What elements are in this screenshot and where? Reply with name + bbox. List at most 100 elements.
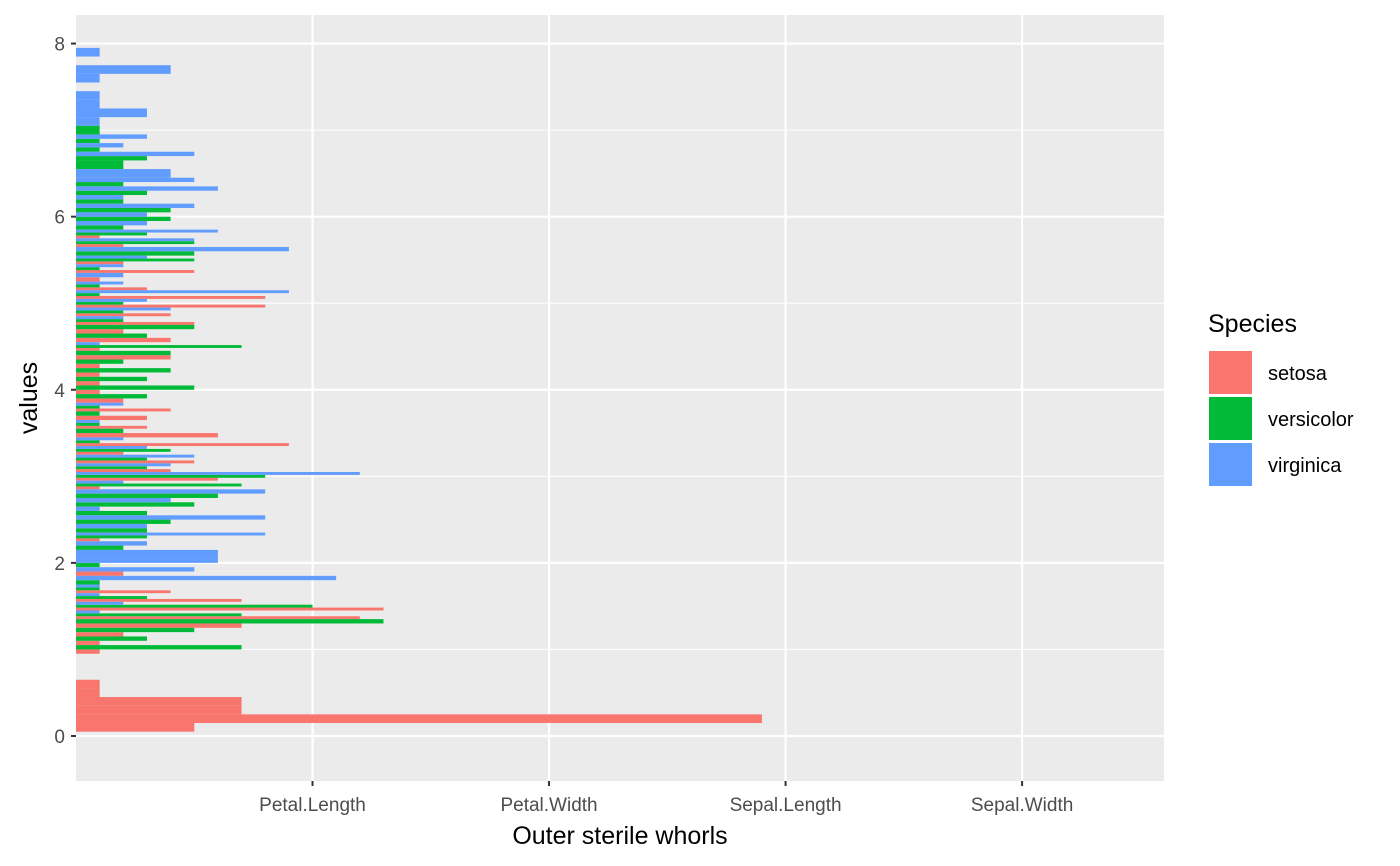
bar-virginica (76, 298, 147, 302)
bar-versicolor (76, 138, 100, 144)
bar-versicolor (76, 483, 242, 487)
y-tick-label: 6 (54, 208, 65, 229)
bar-setosa (76, 640, 100, 646)
bar-versicolor (76, 216, 171, 221)
bar-versicolor (76, 359, 124, 364)
bar-setosa (76, 607, 384, 611)
bar-setosa (76, 705, 242, 715)
bar-versicolor (76, 199, 124, 204)
bar-virginica (76, 601, 124, 605)
bar-virginica (76, 65, 171, 74)
bar-virginica (76, 272, 124, 278)
bar-virginica (76, 307, 171, 311)
bar-versicolor (76, 258, 195, 262)
bar-virginica (76, 610, 100, 614)
y-tick-label: 0 (54, 727, 65, 748)
bar-virginica (76, 281, 124, 285)
bar-virginica (76, 99, 100, 109)
bar-setosa (76, 235, 100, 239)
bar-versicolor (76, 519, 171, 524)
bar-versicolor (76, 350, 171, 356)
bar-virginica (76, 264, 124, 268)
bar-versicolor (76, 428, 124, 434)
bar-versicolor (76, 284, 100, 288)
bar-setosa (76, 598, 242, 602)
bar-versicolor (76, 241, 195, 245)
bar-virginica (76, 290, 289, 294)
bar-setosa (76, 451, 124, 455)
bar-versicolor (76, 619, 384, 624)
bar-setosa (76, 389, 100, 395)
bar-versicolor (76, 510, 147, 516)
bar-setosa (76, 443, 289, 447)
bar-versicolor (76, 190, 147, 196)
bar-versicolor (76, 474, 266, 478)
bar-setosa (76, 649, 100, 654)
bars-layer (76, 47, 762, 732)
bar-virginica (76, 177, 195, 183)
bar-virginica (76, 402, 124, 406)
bar-versicolor (76, 376, 147, 382)
bar-versicolor (76, 160, 124, 170)
bar-versicolor (76, 293, 100, 297)
bar-setosa (76, 329, 124, 334)
bar-versicolor (76, 156, 147, 161)
bar-virginica (76, 437, 124, 441)
bar-setosa (76, 261, 124, 265)
x-axis: Petal.Length Petal.Width Sepal.Length Sepal… (259, 781, 1073, 816)
bar-setosa (76, 460, 195, 464)
bar-virginica (76, 489, 266, 494)
bar-virginica (76, 203, 195, 209)
bar-setosa (76, 304, 266, 308)
bar-virginica (76, 342, 100, 346)
bar-versicolor (76, 324, 195, 330)
bar-virginica (76, 575, 337, 581)
legend: Species setosa versicolor virginica (1208, 310, 1354, 486)
bar-versicolor (76, 613, 242, 617)
legend-label-versicolor: versicolor (1268, 409, 1354, 431)
bar-setosa (76, 347, 100, 351)
y-tick-label: 2 (54, 554, 65, 575)
bar-virginica (76, 143, 124, 148)
bar-setosa (76, 381, 100, 386)
bar-setosa (76, 313, 171, 317)
bar-setosa (76, 723, 195, 732)
bar-versicolor (76, 636, 147, 641)
bar-versicolor (76, 587, 100, 591)
legend-label-setosa: setosa (1268, 363, 1328, 385)
x-axis-title: Outer sterile whorls (512, 822, 727, 850)
bar-setosa (76, 571, 124, 576)
bar-versicolor (76, 411, 100, 416)
bar-versicolor (76, 301, 124, 305)
bar-versicolor (76, 232, 147, 236)
bar-setosa (76, 486, 100, 490)
bar-versicolor (76, 319, 124, 322)
bar-setosa (76, 355, 171, 360)
bar-setosa (76, 277, 100, 282)
bar-versicolor (76, 251, 195, 256)
bar-setosa (76, 590, 171, 594)
bar-versicolor (76, 225, 124, 230)
bar-virginica (76, 134, 147, 139)
bar-virginica (76, 541, 147, 546)
bar-setosa (76, 679, 100, 689)
bar-virginica (76, 558, 218, 563)
bar-virginica (76, 47, 100, 57)
bar-virginica (76, 463, 171, 467)
bar-versicolor (76, 182, 124, 187)
bar-setosa (76, 372, 100, 377)
bar-virginica (76, 523, 147, 529)
major-gridlines (76, 15, 1164, 781)
bar-virginica (76, 117, 100, 126)
bar-versicolor (76, 562, 100, 568)
bar-setosa (76, 616, 360, 620)
bar-virginica (76, 446, 147, 449)
y-axis-title: values (15, 362, 43, 434)
bar-versicolor (76, 493, 218, 498)
bar-versicolor (76, 448, 171, 452)
bar-setosa (76, 296, 266, 299)
bar-setosa (76, 477, 218, 481)
bar-setosa (76, 287, 147, 291)
bar-setosa (76, 244, 124, 247)
